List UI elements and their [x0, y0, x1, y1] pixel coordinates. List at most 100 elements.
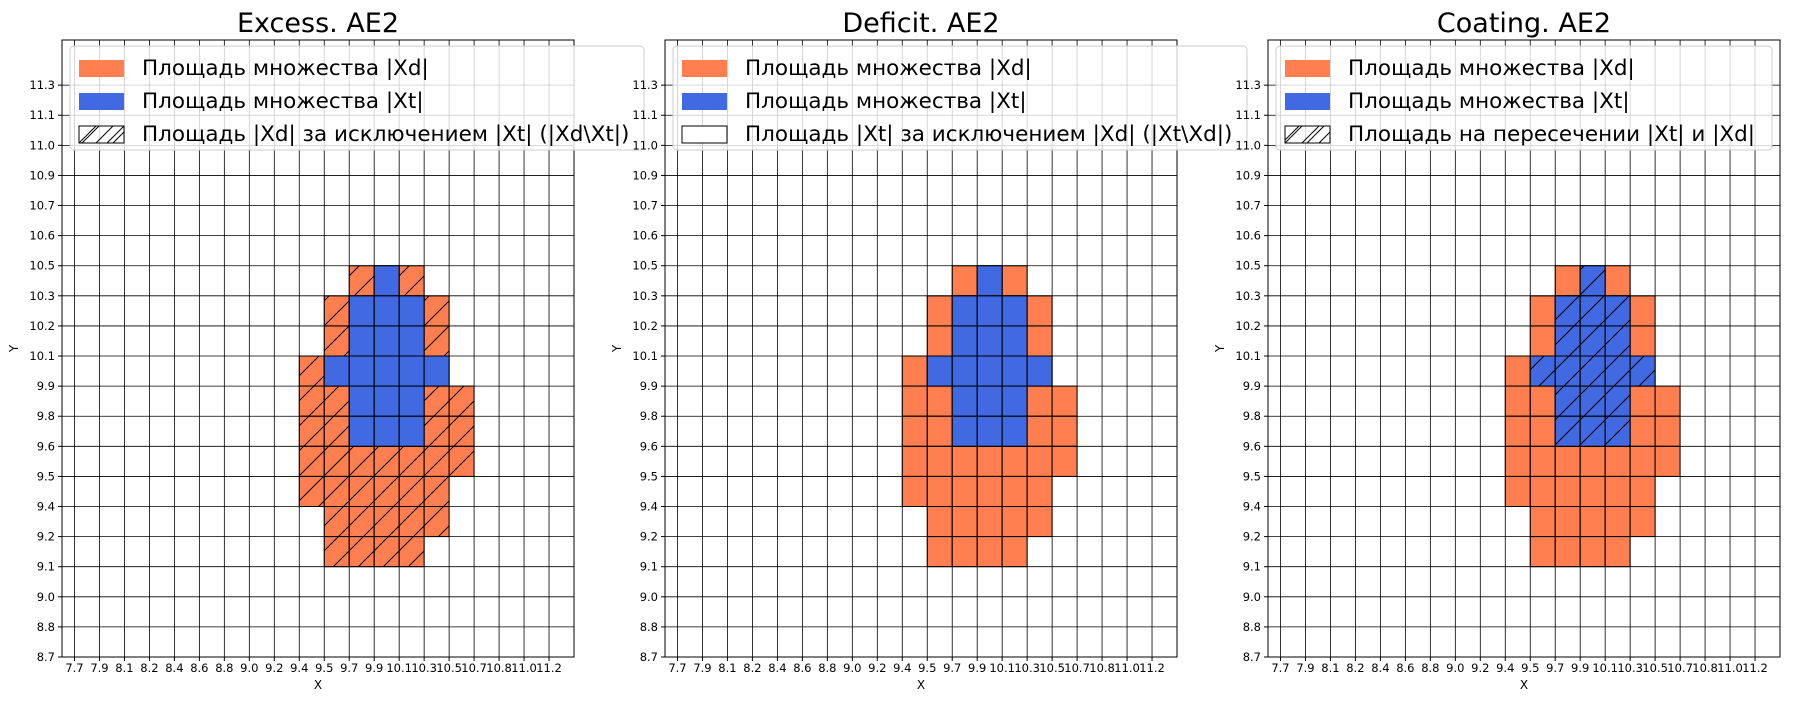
xd-cell	[926, 385, 953, 417]
y-axis-label: Y	[1213, 344, 1227, 353]
legend-label: Площадь множества |Xt|	[745, 89, 1027, 114]
y-tick-label: 9.2	[37, 530, 55, 544]
legend-swatch	[1285, 60, 1330, 77]
x-tick-label: 8.1	[1321, 661, 1339, 675]
xd-cell	[1529, 506, 1556, 538]
y-tick-label: 9.9	[37, 379, 55, 393]
hatch-cell	[1555, 416, 1581, 447]
hatch-cell	[1605, 386, 1631, 417]
panel-1: 7.7 7.9 8.1 8.2 8.4 8.6 8.8 9.0 9.2 9.4 9.5 9.7 9.9 1…	[7, 8, 645, 692]
x-tick-label: 10.7	[1064, 661, 1090, 675]
y-tick-label: 10.6	[29, 229, 55, 243]
xt-cell	[423, 355, 450, 387]
xt-cell	[323, 355, 350, 387]
legend-swatch	[79, 60, 124, 77]
y-tick-label: 9.6	[37, 439, 55, 453]
hatch-cell	[374, 506, 400, 537]
xd-cell	[926, 475, 953, 508]
xt-cell	[1001, 295, 1028, 327]
x-tick-label: 7.9	[693, 661, 711, 675]
xd-cell	[1529, 325, 1556, 357]
y-tick-label: 9.4	[1243, 500, 1261, 514]
xd-cell	[926, 506, 953, 538]
legend-swatch	[682, 60, 727, 77]
xd-cell	[1051, 445, 1078, 477]
hatch-cell	[424, 446, 450, 477]
xd-cell	[976, 445, 1003, 477]
y-tick-label: 9.5	[640, 469, 658, 483]
x-axis-label: X	[1520, 678, 1528, 692]
xt-cell	[398, 385, 425, 417]
xt-cell	[373, 385, 400, 417]
hatch-cell	[1580, 325, 1606, 357]
xt-cell	[951, 385, 978, 417]
y-axis-label: Y	[610, 344, 624, 353]
y-tick-label: 9.2	[1243, 530, 1261, 544]
xt-cell	[1001, 355, 1028, 387]
xd-cell	[1504, 415, 1531, 447]
legend-hatch-line	[1301, 125, 1320, 144]
x-tick-label: 9.2	[265, 661, 283, 675]
xt-cell	[373, 265, 400, 297]
y-tick-label: 10.6	[632, 229, 658, 243]
hatch-cell	[299, 416, 325, 447]
xd-cell	[1579, 536, 1606, 568]
y-tick-label: 10.1	[29, 349, 55, 363]
legend-label: Площадь множества |Xt|	[1348, 89, 1630, 114]
legend-hatch-line	[95, 125, 114, 144]
xd-cell	[1529, 445, 1556, 477]
x-tick-label: 9.0	[843, 661, 861, 675]
x-tick-label: 8.4	[768, 661, 786, 675]
x-tick-label: 11.0	[1114, 661, 1140, 675]
hatch-cell	[1580, 265, 1606, 296]
xd-cell	[1001, 506, 1028, 538]
x-tick-label: 8.1	[718, 661, 736, 675]
x-tick-label: 10.3	[1014, 661, 1040, 675]
x-tick-label: 11.0	[1717, 661, 1743, 675]
xt-cell	[398, 325, 425, 357]
x-tick-label: 9.7	[1546, 661, 1564, 675]
xd-cell	[976, 475, 1003, 508]
legend: Площадь множества |Xd| Площадь множества …	[672, 45, 1248, 151]
legend-box	[672, 45, 1248, 151]
x-tick-label: 8.4	[165, 661, 183, 675]
cells	[901, 265, 1078, 568]
xt-cell	[1001, 325, 1028, 357]
xd-cell	[1026, 475, 1053, 508]
ticks: 7.7 7.9 8.1 8.2 8.4 8.6 8.8 9.0 9.2 9.4 9.5 9.7 9.9 1…	[29, 78, 561, 675]
y-tick-label: 8.7	[640, 650, 658, 664]
xd-cell	[1529, 295, 1556, 327]
legend: Площадь множества |Xd| Площадь множества …	[1275, 45, 1773, 151]
chart-title: Deficit. AE2	[842, 8, 999, 39]
xd-cell	[1504, 475, 1531, 508]
xt-cell	[1026, 355, 1053, 387]
xd-cell	[1529, 415, 1556, 447]
xd-cell	[901, 355, 928, 387]
x-tick-label: 7.9	[1296, 661, 1314, 675]
y-tick-label: 9.0	[37, 590, 55, 604]
y-tick-label: 8.8	[640, 620, 658, 634]
legend: Площадь множества |Xd| Площадь множества …	[69, 45, 645, 151]
xd-cell	[1554, 265, 1581, 297]
y-tick-label: 10.3	[1235, 289, 1261, 303]
xd-cell	[1554, 445, 1581, 477]
hatch-cell	[374, 536, 400, 567]
hatch-cell	[399, 536, 425, 567]
hatch-cell	[399, 506, 425, 537]
xt-cell	[348, 415, 375, 447]
hatch-cell	[1555, 386, 1581, 417]
hatch-cell	[1580, 416, 1606, 447]
xd-cell	[1654, 385, 1681, 417]
y-tick-label: 8.8	[37, 620, 55, 634]
hatch-cell	[1605, 416, 1631, 447]
x-tick-label: 9.2	[868, 661, 886, 675]
xd-cell	[901, 385, 928, 417]
y-tick-label: 11.0	[632, 138, 658, 152]
y-tick-label: 9.2	[640, 530, 658, 544]
hatch-cell	[1605, 325, 1631, 357]
hatch-cell	[424, 325, 450, 357]
hatch-cell	[299, 476, 325, 507]
xd-cell	[1629, 506, 1656, 538]
y-tick-label: 9.5	[1243, 469, 1261, 483]
hatch-cell	[1605, 356, 1631, 387]
